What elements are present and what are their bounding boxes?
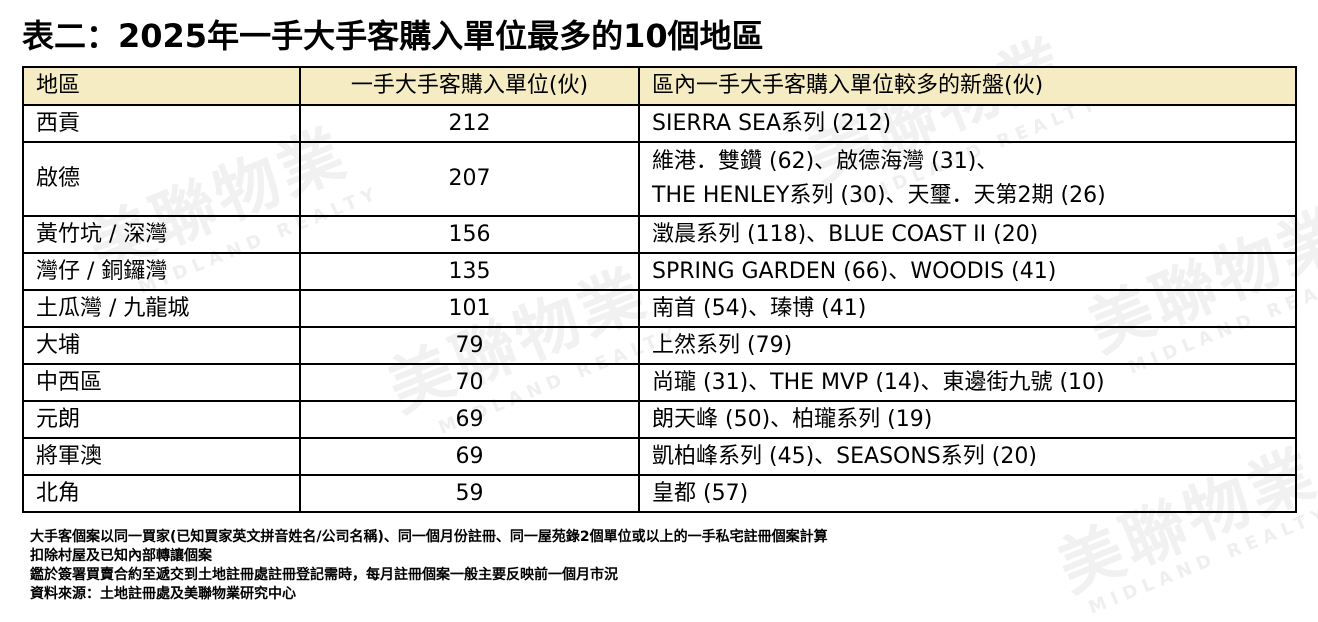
table-row: 灣仔 / 銅鑼灣 135 SPRING GARDEN (66)、WOODIS (… (22, 252, 1297, 291)
estates-cell: 南首 (54)、瑧博 (41) (638, 289, 1297, 328)
table-row: 啟德 207 維港．雙鑽 (62)、啟德海灣 (31)、 THE HENLEY系… (22, 141, 1297, 217)
estates-cell: SIERRA SEA系列 (212) (638, 104, 1297, 143)
district-cell: 元朗 (22, 400, 301, 439)
estates-cell: 尚瓏 (31)、THE MVP (14)、東邊街九號 (10) (638, 363, 1297, 402)
table-row: 北角 59 皇都 (57) (22, 474, 1297, 513)
units-cell: 70 (299, 363, 640, 402)
estates-line: 維港．雙鑽 (62)、啟德海灣 (31)、 (652, 149, 999, 174)
table-row: 土瓜灣 / 九龍城 101 南首 (54)、瑧博 (41) (22, 289, 1297, 328)
footnote: 扣除村屋及已知內部轉讓個案 (30, 548, 212, 564)
footnote: 鑑於簽署買賣合約至遞交到土地註冊處註冊登記需時，每月註冊個案一般主要反映前一個月… (30, 567, 618, 583)
district-cell: 啟德 (22, 141, 301, 217)
table-row: 西貢 212 SIERRA SEA系列 (212) (22, 104, 1297, 143)
estates-cell: 維港．雙鑽 (62)、啟德海灣 (31)、 THE HENLEY系列 (30)、… (638, 141, 1297, 217)
estates-cell: 凱柏峰系列 (45)、SEASONS系列 (20) (638, 437, 1297, 476)
estates-cell: 澂晨系列 (118)、BLUE COAST II (20) (638, 215, 1297, 254)
units-cell: 79 (299, 326, 640, 365)
units-cell: 212 (299, 104, 640, 143)
table-row: 元朗 69 朗天峰 (50)、柏瓏系列 (19) (22, 400, 1297, 439)
table-header-row: 地區 一手大手客購入單位(伙) 區內一手大手客購入單位較多的新盤(伙) (22, 66, 1297, 106)
district-cell: 灣仔 / 銅鑼灣 (22, 252, 301, 291)
district-cell: 土瓜灣 / 九龍城 (22, 289, 301, 328)
district-table: 地區 一手大手客購入單位(伙) 區內一手大手客購入單位較多的新盤(伙) 西貢 2… (22, 66, 1297, 513)
district-cell: 黃竹坑 / 深灣 (22, 215, 301, 254)
estates-cell: 皇都 (57) (638, 474, 1297, 513)
watermark-logo: MIDLAND REALTY (1085, 502, 1318, 619)
units-cell: 156 (299, 215, 640, 254)
units-cell: 207 (299, 141, 640, 217)
source-note: 資料來源：土地註冊處及美聯物業研究中心 (30, 586, 296, 602)
footnote: 大手客個案以同一買家(已知買家英文拼音姓名/公司名稱)、同一個月份註冊、同一屋苑… (30, 529, 828, 545)
district-cell: 中西區 (22, 363, 301, 402)
column-header-units: 一手大手客購入單位(伙) (299, 66, 640, 106)
estates-cell: 上然系列 (79) (638, 326, 1297, 365)
table-row: 大埔 79 上然系列 (79) (22, 326, 1297, 365)
estates-cell: SPRING GARDEN (66)、WOODIS (41) (638, 252, 1297, 291)
units-cell: 135 (299, 252, 640, 291)
units-cell: 69 (299, 437, 640, 476)
district-cell: 將軍澳 (22, 437, 301, 476)
district-cell: 西貢 (22, 104, 301, 143)
units-cell: 101 (299, 289, 640, 328)
estates-cell: 朗天峰 (50)、柏瓏系列 (19) (638, 400, 1297, 439)
page-title: 表二：2025年一手大手客購入單位最多的10個地區 (22, 17, 764, 55)
table-row: 將軍澳 69 凱柏峰系列 (45)、SEASONS系列 (20) (22, 437, 1297, 476)
units-cell: 69 (299, 400, 640, 439)
footnotes: 大手客個案以同一買家(已知買家英文拼音姓名/公司名稱)、同一個月份註冊、同一屋苑… (30, 528, 828, 604)
column-header-district: 地區 (22, 66, 301, 106)
estates-line: THE HENLEY系列 (30)、天璽．天第2期 (26) (652, 183, 1106, 208)
units-cell: 59 (299, 474, 640, 513)
table-row: 中西區 70 尚瓏 (31)、THE MVP (14)、東邊街九號 (10) (22, 363, 1297, 402)
district-cell: 大埔 (22, 326, 301, 365)
table-row: 黃竹坑 / 深灣 156 澂晨系列 (118)、BLUE COAST II (2… (22, 215, 1297, 254)
district-cell: 北角 (22, 474, 301, 513)
column-header-estates: 區內一手大手客購入單位較多的新盤(伙) (638, 66, 1297, 106)
